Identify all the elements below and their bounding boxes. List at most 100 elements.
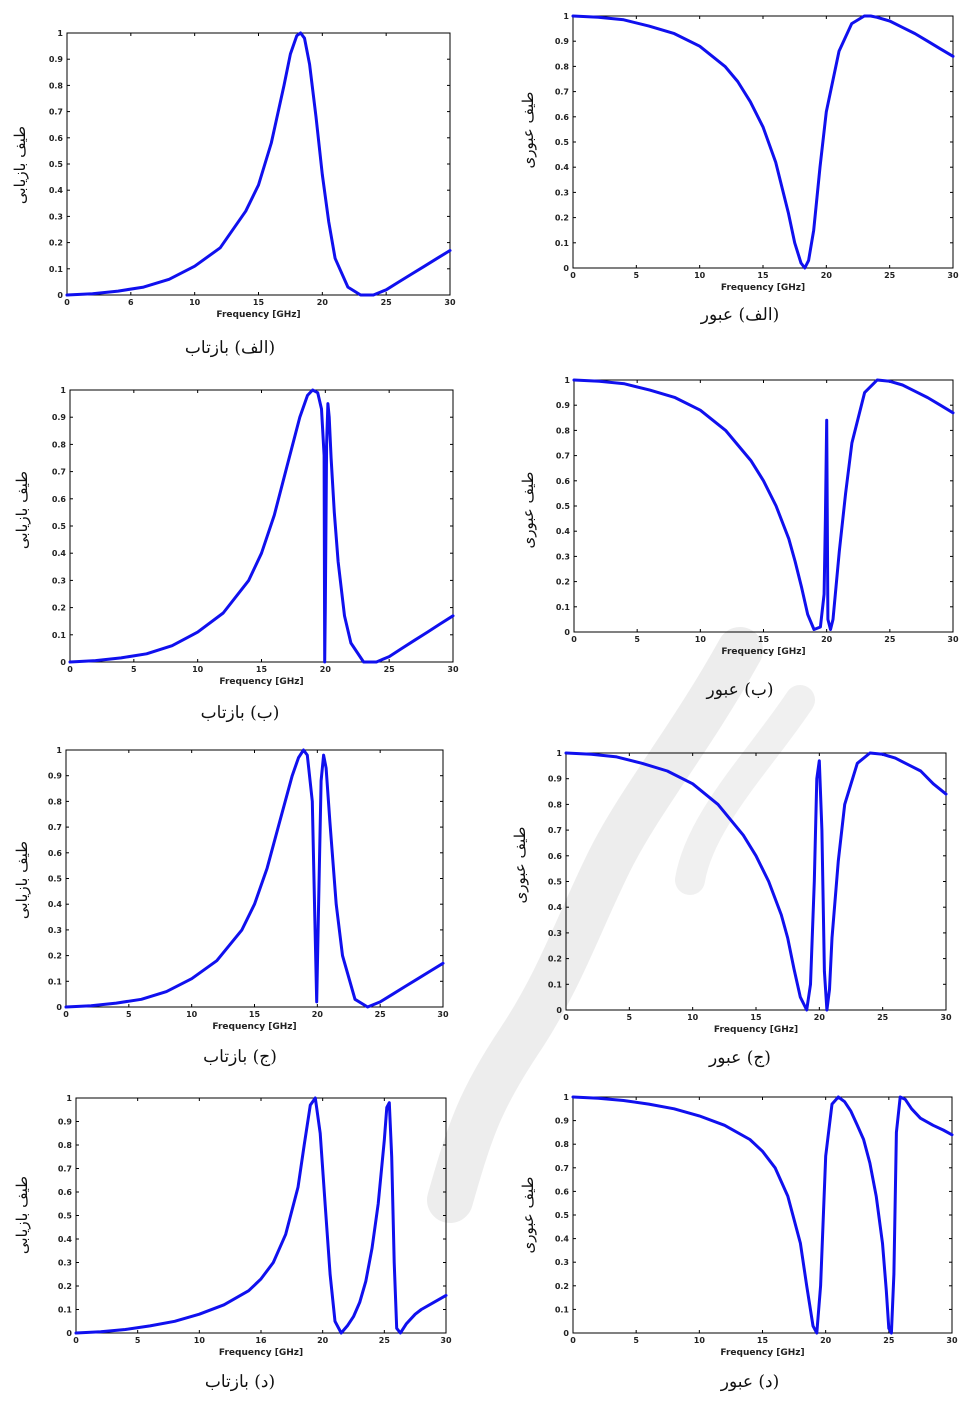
y-tick-label: 0.8 (58, 1141, 73, 1150)
x-tick-label: 20 (317, 298, 329, 307)
x-tick-label: 10 (192, 665, 204, 674)
x-tick-label: 20 (820, 1336, 832, 1345)
series-line (68, 388, 455, 664)
y-tick-label: 0.7 (556, 452, 570, 461)
x-tick-label: 5 (633, 1336, 639, 1345)
x-tick-label: 0 (64, 298, 70, 307)
chart-svg: 0 5 10 15 20 25 30 0 0.1 0.2 0.3 0.4 0.5 0.6 0.7 0.8 0.9… (548, 749, 952, 1035)
x-tick-label: 15 (750, 1013, 762, 1022)
y-tick-label: 0.7 (48, 823, 62, 832)
y-tick-label: 0.3 (52, 576, 66, 585)
caption: (ب) بازتاب (200, 703, 280, 723)
chart-panel-b-transmission: طیف عبوری 0 5 10 15 20 25 30 0 0.1 0.2 0.3 0.4 0.5 0.… (480, 370, 961, 740)
y-tick-label: 0.1 (556, 603, 571, 612)
x-tick-label: 25 (375, 1010, 387, 1019)
x-tick-label: 25 (877, 1013, 889, 1022)
x-tick-label: 15 (253, 298, 265, 307)
x-tick-label: 5 (634, 271, 640, 280)
x-axis-label: Frequency [GHz] (216, 310, 300, 320)
y-tick-label: 0.9 (49, 55, 64, 64)
y-tick-label: 0.5 (556, 502, 571, 511)
y-tick-label: 0.6 (49, 134, 64, 143)
x-tick-label: 16 (255, 1336, 267, 1345)
y-tick-label: 0.3 (48, 926, 62, 935)
x-axis-label: Frequency [GHz] (212, 1022, 296, 1032)
y-tick-label: 0.2 (555, 214, 569, 223)
x-tick-label: 5 (634, 635, 640, 644)
x-axis-label: Frequency [GHz] (721, 647, 805, 657)
y-tick-label: 0.2 (48, 952, 62, 961)
y-tick-label: 0.2 (548, 955, 562, 964)
chart-svg: 0 5 10 16 20 25 30 0 0.1 0.2 0.3 0.4 0.5 0.6 0.7 0.8 0.9… (58, 1094, 452, 1358)
series-line (74, 1096, 448, 1335)
y-tick-label: 0 (563, 1329, 569, 1338)
x-tick-label: 25 (379, 1336, 391, 1345)
y-tick-label: 0.7 (548, 826, 562, 835)
y-tick-label: 0.3 (556, 552, 570, 561)
y-tick-label: 0.8 (555, 62, 570, 71)
y-tick-label: 0 (57, 291, 63, 300)
x-tick-label: 0 (73, 1336, 79, 1345)
y-tick-label: 0.3 (548, 929, 562, 938)
x-tick-label: 25 (384, 665, 396, 674)
x-tick-label: 10 (186, 1010, 198, 1019)
chart-panel-c-reflection: طیف بازیابی 0 5 10 15 20 25 30 0 0.1 0.2 0.3 0.4 0.5… (0, 740, 480, 1085)
series-line (571, 1095, 954, 1335)
x-axis-label: Frequency [GHz] (714, 1025, 798, 1035)
chart-panel-b-reflection: طیف بازیابی 0 5 10 15 20 25 30 0 0.1 0.2 0.3 0.4 0.5… (0, 370, 480, 740)
y-tick-label: 0.5 (52, 522, 67, 531)
y-tick-label: 0.5 (58, 1212, 73, 1221)
y-tick-label: 0.8 (48, 797, 63, 806)
x-tick-label: 10 (194, 1336, 206, 1345)
chart-panel-a-transmission: طیف عبوری 0 5 10 15 20 25 30 0 0.1 0.2 0.3 0.4 0.5 0.… (480, 0, 961, 370)
y-tick-label: 0.2 (58, 1282, 72, 1291)
y-tick-label: 0.4 (548, 903, 563, 912)
y-tick-label: 0.6 (48, 849, 63, 858)
y-tick-label: 0 (66, 1329, 72, 1338)
x-tick-label: 15 (256, 665, 268, 674)
y-tick-label: 0.1 (555, 1305, 570, 1314)
x-tick-label: 5 (126, 1010, 132, 1019)
x-tick-label: 5 (627, 1013, 633, 1022)
y-tick-label: 1 (60, 386, 66, 395)
chart-panel-c-transmission: طیف عبوری 0 5 10 15 20 25 30 0 0.1 0.2 0.3 0.4 0.5 0.… (480, 740, 961, 1085)
x-axis-label: Frequency [GHz] (721, 283, 805, 293)
y-tick-label: 1 (56, 746, 62, 755)
chart-svg: 0 6 10 15 20 25 30 0 0.1 0.2 0.3 0.4 0.5 0.6 0.7 0.8 0.9… (49, 29, 456, 320)
y-tick-label: 0.4 (58, 1235, 73, 1244)
y-tick-label: 0 (556, 1006, 562, 1015)
y-tick-label: 0.1 (58, 1306, 73, 1315)
y-tick-label: 0.2 (49, 239, 63, 248)
y-tick-label: 1 (57, 29, 63, 38)
x-tick-label: 15 (757, 271, 769, 280)
y-tick-label: 0.7 (555, 88, 569, 97)
y-tick-label: 0.7 (49, 108, 63, 117)
y-tick-label: 0.5 (555, 138, 570, 147)
y-tick-label: 0.8 (49, 81, 64, 90)
caption: (ب) عبور (706, 680, 774, 700)
y-tick-label: 1 (556, 749, 562, 758)
x-tick-label: 20 (821, 635, 833, 644)
y-tick-label: 0.3 (58, 1259, 72, 1268)
x-tick-label: 20 (814, 1013, 826, 1022)
series-line (572, 378, 955, 631)
x-tick-label: 30 (947, 271, 959, 280)
x-tick-label: 5 (131, 665, 137, 674)
x-tick-label: 20 (821, 271, 833, 280)
caption: (الف) بازتاب (184, 338, 276, 358)
plot-frame (573, 379, 954, 633)
y-tick-label: 0.2 (555, 1282, 569, 1291)
x-tick-label: 15 (758, 635, 770, 644)
y-tick-label: 0.5 (548, 878, 563, 887)
x-tick-label: 20 (312, 1010, 324, 1019)
y-tick-label: 1 (564, 376, 570, 385)
plot-frame (69, 389, 454, 663)
y-tick-label: 0.7 (555, 1164, 569, 1173)
y-tick-label: 0.9 (58, 1118, 73, 1127)
y-tick-label: 0.4 (555, 1235, 570, 1244)
y-tick-label: 0.7 (52, 468, 66, 477)
x-tick-label: 0 (63, 1010, 69, 1019)
y-tick-label: 0.6 (556, 477, 571, 486)
x-tick-label: 30 (940, 1013, 952, 1022)
x-tick-label: 20 (320, 665, 332, 674)
